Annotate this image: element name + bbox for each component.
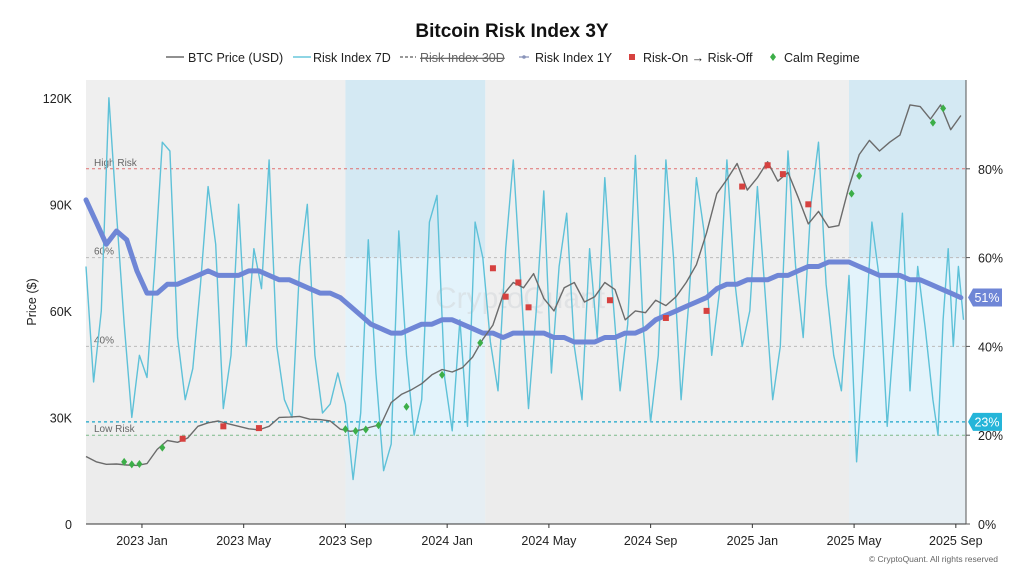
footer-copyright: © CryptoQuant. All rights reserved <box>869 554 998 564</box>
marker-calm-9 <box>439 370 446 379</box>
x-tick-6: 2025 Jan <box>727 534 778 548</box>
marker-calm-7 <box>375 421 382 430</box>
legend-calm-regime: Calm Regime <box>784 51 860 65</box>
value-badge-0 <box>968 288 1002 307</box>
y-axis-label: Price ($) <box>25 278 39 325</box>
marker-calm-10 <box>477 338 484 347</box>
marker-calm-5 <box>352 426 359 435</box>
x-tick-4: 2024 May <box>521 534 577 548</box>
marker-risk-on-off-7 <box>606 297 613 304</box>
reference-label-3: Low Risk <box>94 424 136 435</box>
marker-risk-on-off-3 <box>489 265 496 272</box>
marker-calm-1 <box>128 460 135 469</box>
marker-calm-11 <box>848 189 855 198</box>
y-right-tick-3: 60% <box>978 252 1003 266</box>
series-risk-1y-line <box>83 197 964 345</box>
marker-risk-on-off-4 <box>502 293 509 300</box>
y-right-tick-2: 40% <box>978 340 1003 354</box>
x-tick-5: 2024 Sep <box>624 534 678 548</box>
marker-risk-on-off-13 <box>805 201 812 208</box>
legend-swatch-1y-dot <box>522 55 526 59</box>
y-left-tick-2: 60K <box>50 305 73 319</box>
reference-label-2: 40% <box>94 335 114 346</box>
x-tick-8: 2025 Sep <box>929 534 983 548</box>
marker-calm-14 <box>940 104 947 113</box>
value-badge-label-1: 23% <box>974 415 999 429</box>
marker-risk-on-off-6 <box>525 304 532 311</box>
reference-label-0: High Risk <box>94 158 138 169</box>
marker-risk-on-off-2 <box>255 425 262 432</box>
marker-calm-6 <box>362 425 369 434</box>
y-right-tick-4: 80% <box>978 163 1003 177</box>
marker-calm-2 <box>136 459 143 468</box>
x-tick-7: 2025 May <box>827 534 883 548</box>
x-tick-1: 2023 May <box>216 534 272 548</box>
y-right-tick-1: 20% <box>978 429 1003 443</box>
low-risk-zone <box>86 435 966 524</box>
series-btc-price-line <box>85 104 962 467</box>
marker-risk-on-off-9 <box>703 307 710 314</box>
marker-calm-0 <box>121 457 128 466</box>
chart-title: Bitcoin Risk Index 3Y <box>415 21 609 42</box>
markers-layer <box>121 104 947 469</box>
value-badge-1 <box>968 412 1002 431</box>
regime-backgrounds <box>86 80 966 524</box>
y-right-tick-0: 0% <box>978 518 996 532</box>
marker-calm-4 <box>342 425 349 434</box>
legend-swatch-calm <box>770 53 776 61</box>
marker-risk-on-off-1 <box>220 423 227 430</box>
legend-btc-price: BTC Price (USD) <box>188 51 283 65</box>
legend-swatch-risk-on-off <box>629 54 635 60</box>
legend-risk-30d: Risk Index 30D <box>420 51 505 65</box>
value-badge-label-0: 51% <box>974 291 999 305</box>
marker-risk-on-off-11 <box>764 162 771 169</box>
marker-calm-13 <box>929 118 936 127</box>
x-tick-2: 2023 Sep <box>319 534 373 548</box>
y-left-tick-1: 30K <box>50 411 73 425</box>
marker-risk-on-off-10 <box>739 183 746 190</box>
x-tick-0: 2023 Jan <box>116 534 167 548</box>
marker-calm-3 <box>159 443 166 452</box>
y-left-tick-4: 120K <box>43 92 73 106</box>
legend-risk-7d: Risk Index 7D <box>313 51 391 65</box>
watermark: CryptoQuant <box>435 282 606 315</box>
marker-calm-8 <box>403 402 410 411</box>
legend: BTC Price (USD) Risk Index 7D Risk Index… <box>166 51 860 65</box>
legend-risk-on-off: Risk-On → Risk-Off <box>643 51 753 65</box>
marker-calm-12 <box>856 171 863 180</box>
x-tick-3: 2024 Jan <box>421 534 472 548</box>
y-left-tick-3: 90K <box>50 198 73 212</box>
legend-risk-1y: Risk Index 1Y <box>535 51 613 65</box>
y-left-tick-0: 0 <box>65 518 72 532</box>
series-layer <box>83 97 965 481</box>
regime-band-0 <box>86 80 346 524</box>
badges: 51% 23% <box>968 288 1002 431</box>
marker-risk-on-off-12 <box>779 171 786 178</box>
marker-risk-on-off-0 <box>179 435 186 442</box>
series-risk-7d-line <box>85 97 965 481</box>
axes: 0 30K 60K 90K 120K 0% 20% 40% 60% 80% 2023 Jan 2023… <box>43 80 1003 548</box>
marker-risk-on-off-5 <box>515 279 522 286</box>
marker-risk-on-off-8 <box>662 314 669 321</box>
